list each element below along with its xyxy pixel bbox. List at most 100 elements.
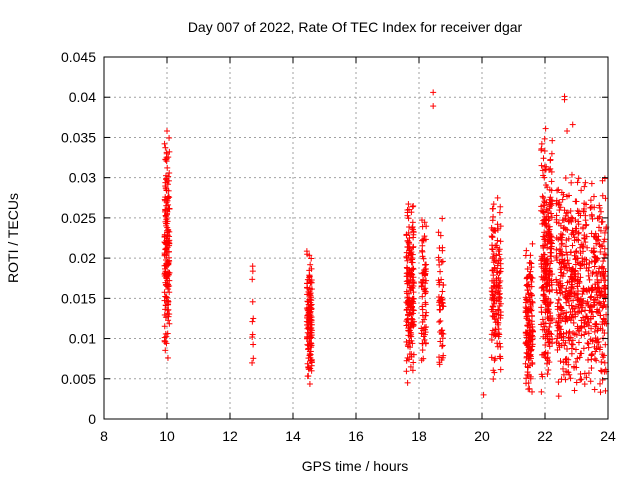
data-point <box>406 241 413 248</box>
data-point <box>555 393 562 400</box>
data-point <box>161 233 168 240</box>
data-point <box>250 355 257 362</box>
data-point <box>557 283 564 290</box>
data-point <box>488 296 495 303</box>
data-point <box>496 298 503 305</box>
data-point <box>490 201 497 208</box>
data-point <box>564 128 571 135</box>
data-point <box>567 375 574 382</box>
data-point <box>559 252 566 259</box>
y-tick-label: 0.04 <box>69 89 96 105</box>
data-point <box>404 316 411 323</box>
data-point <box>573 255 580 262</box>
data-point <box>538 285 545 292</box>
data-point <box>563 237 570 244</box>
data-point <box>559 196 566 203</box>
data-point <box>491 264 498 271</box>
data-point <box>497 343 504 350</box>
data-point <box>569 275 576 282</box>
x-tick-label: 24 <box>600 428 616 444</box>
data-point <box>598 269 605 276</box>
data-point <box>162 347 169 354</box>
data-point <box>307 261 314 268</box>
data-point <box>562 226 569 233</box>
data-point <box>581 370 588 377</box>
data-point <box>578 332 585 339</box>
data-point <box>545 272 552 279</box>
data-point <box>541 229 548 236</box>
data-point <box>539 255 546 262</box>
data-point <box>554 300 561 307</box>
data-point <box>575 304 582 311</box>
data-point <box>553 253 560 260</box>
data-point <box>163 215 170 222</box>
data-point <box>545 315 552 322</box>
data-point <box>578 187 585 194</box>
data-point <box>546 215 553 222</box>
data-point <box>489 234 496 241</box>
data-point <box>420 237 427 244</box>
data-point <box>161 311 168 318</box>
data-point <box>590 269 597 276</box>
data-point <box>166 134 173 141</box>
data-point <box>546 359 553 366</box>
data-point <box>548 243 555 250</box>
data-point <box>554 289 561 296</box>
data-point <box>545 367 552 374</box>
data-point <box>576 278 583 285</box>
data-point <box>529 361 536 368</box>
data-point <box>307 342 314 349</box>
data-point <box>546 339 553 346</box>
data-point <box>540 155 547 162</box>
data-point <box>409 279 416 286</box>
data-point <box>419 248 426 255</box>
data-point <box>405 277 412 284</box>
data-point <box>554 346 561 353</box>
data-point <box>553 212 560 219</box>
data-point <box>527 274 534 281</box>
data-point <box>493 252 500 259</box>
data-point <box>555 379 562 386</box>
data-point <box>307 302 314 309</box>
data-point <box>585 340 592 347</box>
data-point <box>596 346 603 353</box>
data-point <box>405 304 412 311</box>
data-point <box>546 203 553 210</box>
data-point <box>488 336 495 343</box>
data-point <box>586 276 593 283</box>
data-point <box>548 202 555 209</box>
data-point <box>420 355 427 362</box>
data-point <box>161 273 168 280</box>
data-point <box>538 273 545 280</box>
data-point <box>587 294 594 301</box>
data-point <box>529 388 536 395</box>
data-point <box>577 325 584 332</box>
data-point <box>568 179 575 186</box>
data-point <box>409 225 416 232</box>
data-point <box>587 315 594 322</box>
data-point <box>540 244 547 251</box>
data-point <box>165 313 172 320</box>
data-point <box>598 368 605 375</box>
data-point <box>562 339 569 346</box>
data-point <box>592 348 599 355</box>
data-point <box>558 304 565 311</box>
data-point <box>492 326 499 333</box>
data-point <box>593 357 600 364</box>
data-point <box>602 285 609 292</box>
data-point <box>591 301 598 308</box>
data-point <box>556 207 563 214</box>
data-point <box>409 306 416 313</box>
data-point <box>161 334 168 341</box>
data-point <box>568 314 575 321</box>
data-point <box>490 376 497 383</box>
data-point <box>593 269 600 276</box>
data-point <box>572 225 579 232</box>
data-point <box>490 295 497 302</box>
data-point <box>304 321 311 328</box>
data-point <box>404 294 411 301</box>
data-point <box>599 192 606 199</box>
data-point <box>583 320 590 327</box>
data-point <box>162 144 169 151</box>
data-point <box>497 260 504 267</box>
